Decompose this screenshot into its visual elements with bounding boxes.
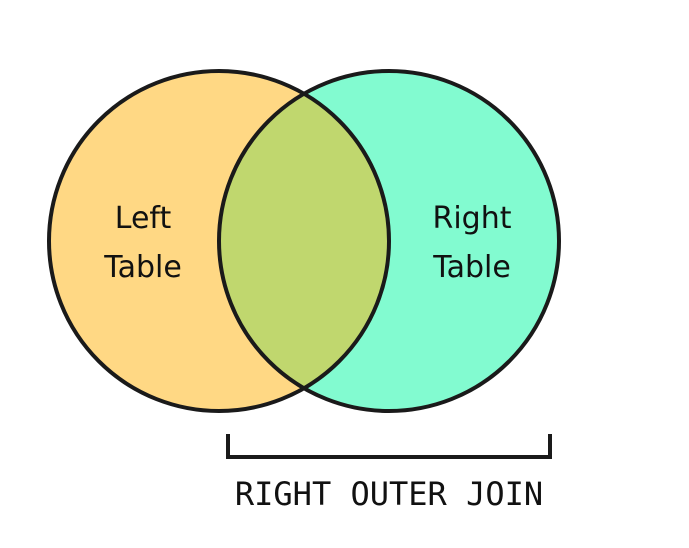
left-table-label-line2: Table: [103, 250, 182, 285]
right-table-label-line1: Right: [433, 201, 512, 236]
join-bracket: [226, 434, 552, 459]
right-table-label-line2: Table: [432, 250, 511, 285]
intersection-region: [219, 71, 389, 411]
right-circle-outline: [217, 69, 561, 413]
left-table-label-line1: Left: [115, 201, 172, 236]
join-type-caption: RIGHT OUTER JOIN: [235, 475, 543, 513]
left-circle-outline: [47, 69, 391, 413]
